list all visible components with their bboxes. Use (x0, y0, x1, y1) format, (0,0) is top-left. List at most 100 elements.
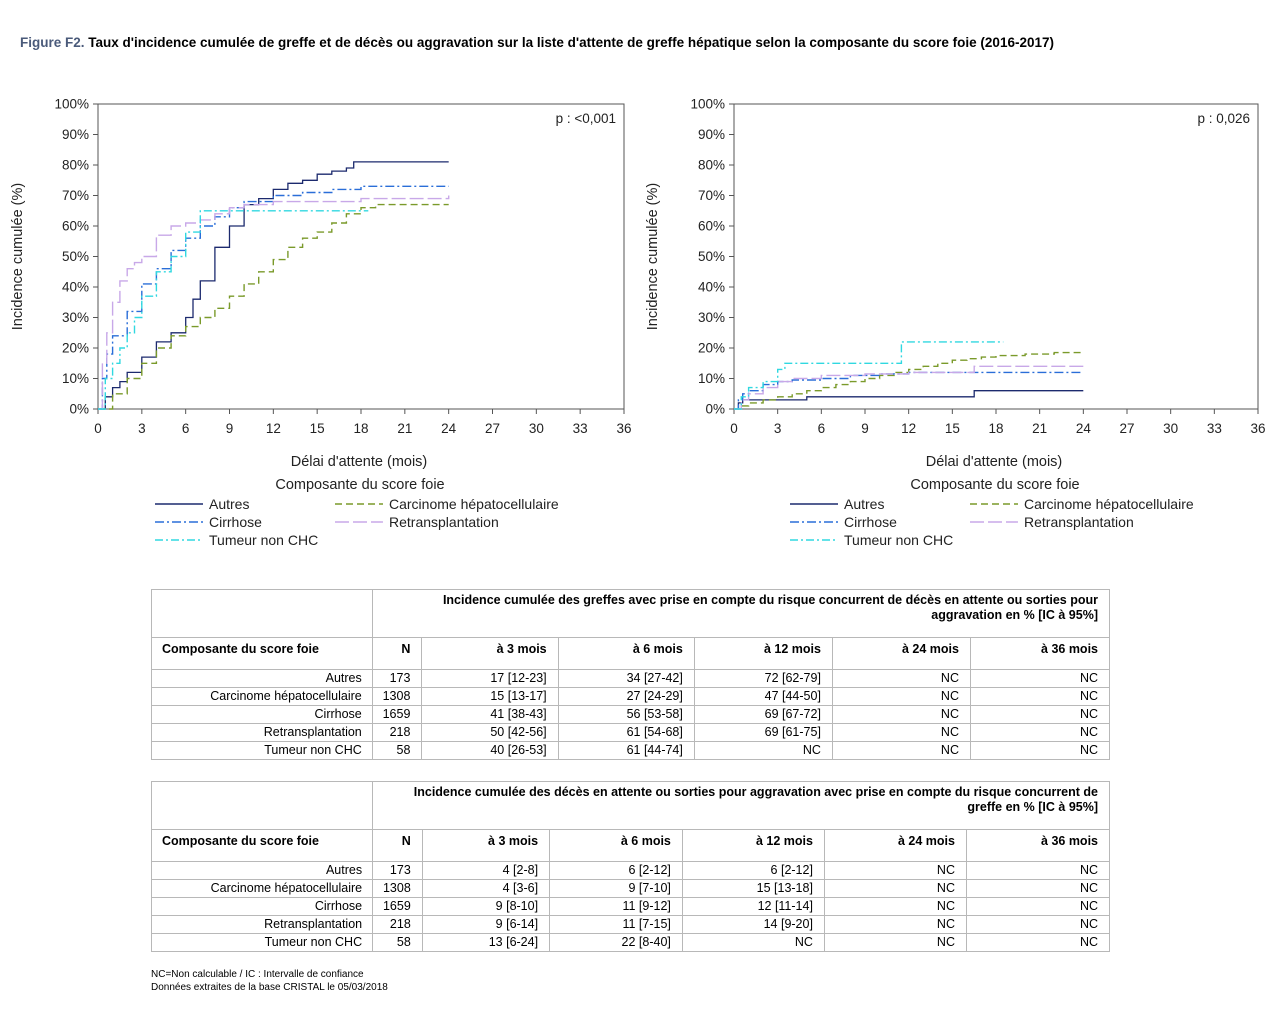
cell-24-mois: NC (823, 915, 967, 934)
cell-36-mois: NC (969, 669, 1111, 688)
x-tick-label: 21 (1032, 421, 1047, 436)
x-tick-label: 27 (485, 421, 500, 436)
table-row: Autres 173 4 [2-8] 6 [2-12] 6 [2-12] NC … (150, 861, 1111, 880)
cell-12-mois: NC (681, 933, 825, 952)
x-tick-label: 36 (616, 421, 631, 436)
cell-n: 173 (371, 669, 423, 688)
figure-title: Figure F2. Taux d'incidence cumulée de g… (20, 35, 1054, 50)
row-label: Carcinome hépatocellulaire (151, 687, 373, 706)
header-n: N (371, 637, 423, 670)
y-tick-label: 100% (690, 97, 725, 112)
series-line-autres (734, 390, 1084, 410)
table-header-row: Composante du score foie N à 3 mois à 6 … (150, 829, 1111, 862)
legend-label-carcinome-hepatocellulaire: Carcinome hépatocellulaire (1024, 496, 1194, 512)
y-tick-label: 70% (698, 188, 725, 203)
table-row: Autres 173 17 [12-23] 34 [27-42] 72 [62-… (151, 669, 1111, 688)
header-composante: Composante du score foie (151, 637, 373, 670)
cell-12-mois: 15 [13-18] (681, 879, 825, 898)
y-tick-label: 40% (62, 280, 89, 295)
table-deces: Incidence cumulée des décès en attente o… (150, 781, 1111, 952)
table-title: Incidence cumulée des décès en attente o… (372, 781, 1110, 830)
table-corner (150, 781, 374, 830)
cell-12-mois: NC (693, 741, 833, 760)
table-header-row: Composante du score foie N à 3 mois à 6 … (151, 637, 1111, 670)
figure-label: Figure F2. (20, 35, 85, 50)
cell-12-mois: 69 [61-75] (693, 723, 833, 742)
legend-label-autres: Autres (209, 496, 249, 512)
table-title-row: Incidence cumulée des greffes avec prise… (151, 589, 1111, 638)
header-3-mois: à 3 mois (421, 637, 559, 670)
cell-3-mois: 4 [3-6] (421, 879, 551, 898)
cell-3-mois: 9 [6-14] (421, 915, 551, 934)
cell-36-mois: NC (965, 879, 1111, 898)
cell-n: 1659 (372, 897, 423, 916)
y-tick-label: 60% (62, 219, 89, 234)
cell-24-mois: NC (823, 897, 967, 916)
header-6-mois: à 6 mois (557, 637, 695, 670)
cell-36-mois: NC (965, 933, 1111, 952)
table-title-row: Incidence cumulée des décès en attente o… (150, 781, 1110, 830)
legend-label-tumeur-non-chc: Tumeur non CHC (209, 532, 318, 548)
series-line-tumeur-non-chc (734, 341, 1004, 410)
legend-label-carcinome-hepatocellulaire: Carcinome hépatocellulaire (389, 496, 559, 512)
x-tick-label: 12 (901, 421, 916, 436)
cell-n: 1308 (372, 879, 423, 898)
x-tick-label: 18 (988, 421, 1003, 436)
table-row: Carcinome hépatocellulaire 1308 4 [3-6] … (150, 879, 1111, 898)
cell-3-mois: 13 [6-24] (421, 933, 551, 952)
header-36-mois: à 36 mois (969, 637, 1111, 670)
x-tick-label: 0 (730, 421, 738, 436)
y-tick-label: 90% (698, 127, 725, 142)
legend-label-cirrhose: Cirrhose (209, 514, 262, 530)
row-label: Cirrhose (151, 705, 373, 724)
legend-label-cirrhose: Cirrhose (844, 514, 897, 530)
cell-6-mois: 6 [2-12] (549, 861, 683, 880)
cell-3-mois: 50 [42-56] (421, 723, 559, 742)
x-tick-label: 3 (774, 421, 782, 436)
legend-label-autres: Autres (844, 496, 884, 512)
header-24-mois: à 24 mois (831, 637, 971, 670)
legend-label-tumeur-non-chc: Tumeur non CHC (844, 532, 953, 548)
cell-12-mois: 14 [9-20] (681, 915, 825, 934)
cell-36-mois: NC (965, 897, 1111, 916)
cell-36-mois: NC (969, 687, 1111, 706)
x-tick-label: 24 (1076, 421, 1092, 436)
row-label: Retransplantation (151, 723, 373, 742)
footnote-nc: NC=Non calculable / IC : Intervalle de c… (151, 969, 364, 980)
cell-6-mois: 61 [54-68] (557, 723, 695, 742)
cell-6-mois: 61 [44-74] (557, 741, 695, 760)
cell-n: 218 (371, 723, 423, 742)
cell-24-mois: NC (831, 705, 971, 724)
table-row: Cirrhose 1659 9 [8-10] 11 [9-12] 12 [11-… (150, 897, 1111, 916)
x-tick-label: 9 (226, 421, 234, 436)
x-tick-label: 30 (1163, 421, 1178, 436)
row-label: Autres (151, 669, 373, 688)
x-tick-label: 33 (1207, 421, 1222, 436)
header-24-mois: à 24 mois (823, 829, 967, 862)
cell-6-mois: 34 [27-42] (557, 669, 695, 688)
cell-3-mois: 41 [38-43] (421, 705, 559, 724)
y-tick-label: 30% (698, 310, 725, 325)
table-corner (151, 589, 373, 638)
x-tick-label: 3 (138, 421, 146, 436)
table-row: Tumeur non CHC 58 40 [26-53] 61 [44-74] … (151, 741, 1111, 760)
x-tick-label: 30 (529, 421, 544, 436)
cell-24-mois: NC (823, 879, 967, 898)
y-tick-label: 0% (705, 402, 725, 417)
x-tick-label: 6 (182, 421, 190, 436)
y-tick-label: 20% (62, 341, 89, 356)
chart-deces: 0%10%20%30%40%50%60%70%80%90%100%0 3 6 9 12 1… (645, 97, 1266, 549)
x-tick-label: 21 (397, 421, 412, 436)
cell-6-mois: 22 [8-40] (549, 933, 683, 952)
table-row: Retransplantation 218 9 [6-14] 11 [7-15]… (150, 915, 1111, 934)
cell-12-mois: 6 [2-12] (681, 861, 825, 880)
cell-36-mois: NC (965, 915, 1111, 934)
y-tick-label: 10% (698, 371, 725, 386)
y-tick-label: 10% (62, 371, 89, 386)
series-line-cirrhose (98, 185, 449, 410)
table-row: Retransplantation 218 50 [42-56] 61 [54-… (151, 723, 1111, 742)
cell-n: 58 (371, 741, 423, 760)
x-tick-label: 18 (353, 421, 368, 436)
cell-3-mois: 17 [12-23] (421, 669, 559, 688)
table-row: Carcinome hépatocellulaire 1308 15 [13-1… (151, 687, 1111, 706)
